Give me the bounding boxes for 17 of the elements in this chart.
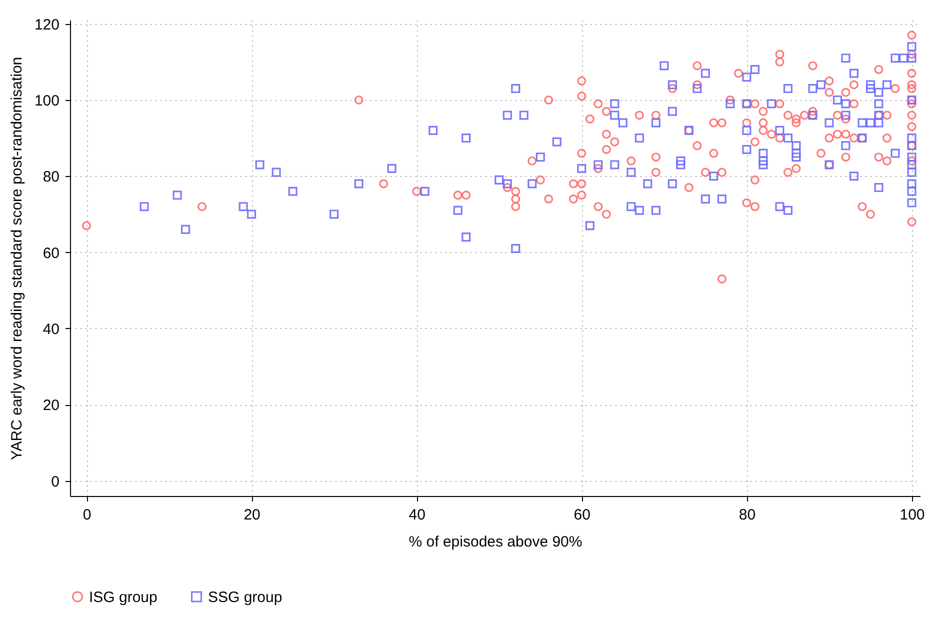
x-tick-label: 20 <box>244 506 260 524</box>
y-axis-title: YARC early word reading standard score post-randomisation <box>8 56 26 460</box>
y-tick-label: 0 <box>51 473 60 490</box>
y-tick-label: 80 <box>42 168 60 186</box>
y-tick-label: 100 <box>34 92 60 110</box>
y-tick-label: 120 <box>34 16 60 34</box>
y-tick-label: 40 <box>42 320 60 338</box>
x-tick-label: 0 <box>82 506 92 524</box>
x-axis-title: % of episodes above 90% <box>408 534 582 550</box>
x-tick-label: 100 <box>900 506 925 524</box>
y-tick-label: 20 <box>42 397 60 414</box>
x-tick-label: 60 <box>574 506 590 524</box>
legend-label: ISG group <box>89 588 158 606</box>
x-tick-label: 80 <box>738 506 756 524</box>
y-tick-label: 60 <box>42 244 60 262</box>
legend-label: SSG group <box>208 588 282 606</box>
x-tick-label: 40 <box>408 506 426 524</box>
